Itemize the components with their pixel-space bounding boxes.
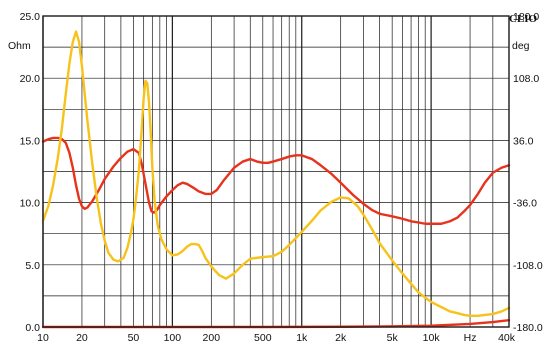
x-axis-tick-label: 200 (203, 332, 221, 344)
series-line-2 (43, 32, 509, 316)
right-axis-tick-label: -108.0 (513, 260, 543, 272)
grid (43, 16, 509, 327)
x-axis-tick-label: 500 (254, 332, 272, 344)
right-axis-tick-label: -180.0 (513, 322, 543, 334)
x-axis-tick-label: 5k (387, 332, 399, 344)
right-axis-tick-label: 108.0 (513, 73, 539, 85)
left-axis-tick-label: 25.0 (20, 11, 41, 23)
x-axis-tick-label: 100 (164, 332, 182, 344)
x-axis-unit: Hz (464, 332, 477, 344)
x-axis-tick-label: 1k (296, 332, 308, 344)
series-line-1 (43, 138, 509, 224)
left-axis-tick-label: 5.0 (25, 260, 40, 272)
series-layer (43, 32, 509, 327)
x-axis-tick-label: 10 (37, 332, 49, 344)
x-axis-tick-label: 50 (128, 332, 140, 344)
x-axis-tick-label: 40k (498, 332, 516, 344)
left-axis-unit: Ohm (8, 40, 31, 52)
x-axis-tick-label: 20 (76, 332, 88, 344)
x-axis-tick-label: 10k (423, 332, 441, 344)
left-axis-tick-label: 10.0 (20, 198, 41, 210)
right-axis-tick-label: -36.0 (513, 198, 537, 210)
x-axis-tick-label: 2k (335, 332, 347, 344)
series-line-3 (43, 320, 509, 327)
right-axis-unit: deg (512, 40, 530, 52)
axis-labels: Ohm deg CLIO Hz 0.05.010.015.020.025.0-1… (8, 11, 543, 344)
left-axis-tick-label: 15.0 (20, 135, 41, 147)
left-axis-tick-label: 20.0 (20, 73, 41, 85)
right-axis-tick-label: 36.0 (513, 135, 534, 147)
right-axis-tick-label: 180.0 (513, 11, 539, 23)
